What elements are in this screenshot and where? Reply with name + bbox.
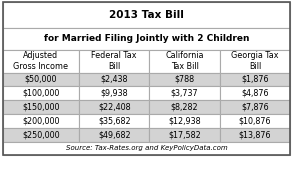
Text: $50,000: $50,000 — [25, 75, 57, 84]
Text: $12,938: $12,938 — [168, 116, 201, 125]
Text: California
Tax Bill: California Tax Bill — [165, 51, 204, 71]
Bar — [3, 73, 79, 86]
Text: $200,000: $200,000 — [22, 116, 60, 125]
Text: $22,408: $22,408 — [98, 103, 130, 112]
Bar — [79, 100, 149, 114]
Bar — [79, 128, 149, 142]
Bar — [220, 114, 290, 128]
Text: Source: Tax-Rates.org and KeyPolicyData.com: Source: Tax-Rates.org and KeyPolicyData.… — [66, 145, 227, 151]
Bar — [220, 86, 290, 100]
Text: $4,876: $4,876 — [241, 89, 269, 98]
Bar — [3, 128, 79, 142]
Bar — [149, 73, 220, 86]
Bar — [3, 100, 79, 114]
Text: Federal Tax
Bill: Federal Tax Bill — [91, 51, 137, 71]
Text: $9,938: $9,938 — [100, 89, 128, 98]
Bar — [3, 50, 79, 73]
Text: $49,682: $49,682 — [98, 130, 130, 139]
Bar — [79, 114, 149, 128]
Text: $150,000: $150,000 — [22, 103, 60, 112]
Bar — [149, 86, 220, 100]
Text: $250,000: $250,000 — [22, 130, 60, 139]
Bar — [3, 142, 290, 155]
Text: $8,282: $8,282 — [171, 103, 198, 112]
Text: Georgia Tax
Bill: Georgia Tax Bill — [231, 51, 279, 71]
Bar — [220, 50, 290, 73]
Text: $7,876: $7,876 — [241, 103, 269, 112]
Text: $10,876: $10,876 — [239, 116, 271, 125]
Bar — [149, 128, 220, 142]
Bar — [220, 128, 290, 142]
Bar — [220, 73, 290, 86]
Bar — [79, 50, 149, 73]
Bar — [79, 73, 149, 86]
Bar — [3, 86, 79, 100]
Text: $1,876: $1,876 — [241, 75, 269, 84]
Bar — [149, 114, 220, 128]
Text: Adjusted
Gross Income: Adjusted Gross Income — [13, 51, 69, 71]
Bar — [3, 28, 290, 50]
Text: $100,000: $100,000 — [22, 89, 60, 98]
Text: $13,876: $13,876 — [239, 130, 271, 139]
Text: $35,682: $35,682 — [98, 116, 130, 125]
Bar — [220, 100, 290, 114]
Text: $788: $788 — [175, 75, 195, 84]
Bar — [149, 50, 220, 73]
Bar — [3, 114, 79, 128]
Text: $3,737: $3,737 — [171, 89, 198, 98]
Text: $17,582: $17,582 — [168, 130, 201, 139]
Text: $2,438: $2,438 — [100, 75, 128, 84]
Bar — [3, 2, 290, 28]
Text: for Married Filing Jointly with 2 Children: for Married Filing Jointly with 2 Childr… — [44, 34, 249, 43]
Text: 2013 Tax Bill: 2013 Tax Bill — [109, 10, 184, 20]
Bar — [149, 100, 220, 114]
Bar — [79, 86, 149, 100]
Bar — [3, 2, 290, 155]
